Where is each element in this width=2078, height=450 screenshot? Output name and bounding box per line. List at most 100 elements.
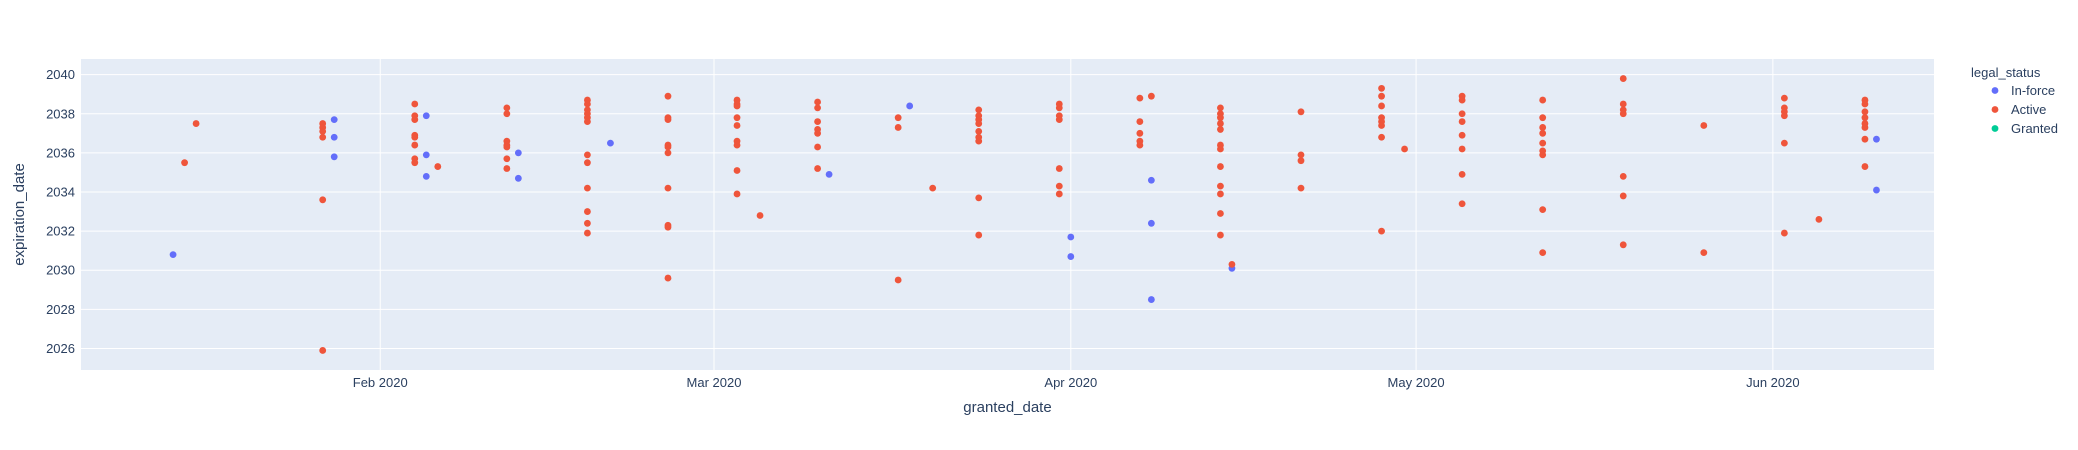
data-point-active [1700,122,1707,129]
data-point-active [503,165,510,172]
data-point-active [584,185,591,192]
data-point-in-force [331,116,338,123]
data-point-active [1148,93,1155,100]
data-point-active [181,159,188,166]
data-point-active [1378,93,1385,100]
data-point-active [434,163,441,170]
data-point-in-force [1067,253,1074,260]
data-point-active [1539,151,1546,158]
data-point-active [503,144,510,151]
data-point-active [1056,116,1063,123]
data-point-active [734,114,741,121]
data-point-active [665,144,672,151]
data-point-active [1298,108,1305,115]
data-point-active [319,128,326,135]
data-point-active [503,104,510,111]
data-point-active [1862,101,1869,108]
y-axis-title: expiration_date [11,163,28,266]
data-point-active [734,167,741,174]
data-point-active [584,208,591,215]
data-point-in-force [906,103,913,110]
data-point-in-force [170,251,177,258]
data-point-in-force [607,140,614,147]
legend-marker [1992,87,1999,94]
data-point-active [1620,241,1627,248]
data-point-active [1459,200,1466,207]
data-point-active [665,224,672,231]
data-point-active [734,142,741,149]
y-tick-label: 2036 [46,145,75,160]
data-point-active [734,122,741,129]
data-point-active [895,114,902,121]
data-point-active [584,230,591,237]
data-point-active [1136,118,1143,125]
data-point-active [1459,97,1466,104]
data-point-active [665,116,672,123]
data-point-active [734,103,741,110]
data-point-in-force [515,149,522,156]
data-point-active [975,138,982,145]
data-point-active [1781,95,1788,102]
plot-background [81,59,1934,370]
data-point-active [814,144,821,151]
data-point-active [975,194,982,201]
data-point-active [1781,230,1788,237]
data-point-in-force [1873,187,1880,194]
data-point-active [584,151,591,158]
data-point-active [1378,85,1385,92]
data-point-active [665,185,672,192]
data-point-active [319,347,326,354]
data-point-active [975,106,982,113]
data-point-active [814,165,821,172]
data-point-active [665,149,672,156]
data-point-active [503,110,510,117]
data-point-active [1620,75,1627,82]
data-point-in-force [423,112,430,119]
data-point-active [411,101,418,108]
legend-item-active[interactable]: Active [1992,102,2047,117]
data-point-in-force [1148,296,1155,303]
data-point-active [1459,146,1466,153]
data-point-active [1620,101,1627,108]
data-point-in-force [1148,220,1155,227]
data-point-active [814,118,821,125]
data-point-active [411,116,418,123]
data-point-active [1539,114,1546,121]
data-point-active [1539,130,1546,137]
data-point-active [584,220,591,227]
x-tick-label: Apr 2020 [1044,375,1097,390]
data-point-active [1229,261,1236,268]
data-point-in-force [826,171,833,178]
data-point-active [1217,210,1224,217]
data-point-active [665,275,672,282]
x-tick-label: May 2020 [1388,375,1445,390]
data-point-active [1217,104,1224,111]
data-point-in-force [1067,234,1074,241]
legend-title: legal_status [1971,65,2041,80]
data-point-active [1862,136,1869,143]
legend-item-granted[interactable]: Granted [1992,121,2058,136]
data-point-active [1056,104,1063,111]
data-point-active [1620,193,1627,200]
y-tick-label: 2034 [46,185,75,200]
x-tick-label: Feb 2020 [353,375,408,390]
data-point-active [1217,183,1224,190]
y-tick-label: 2028 [46,302,75,317]
legend-item-in-force[interactable]: In-force [1992,83,2055,98]
data-point-active [1217,163,1224,170]
data-point-active [1539,140,1546,147]
data-point-active [975,232,982,239]
data-point-active [1620,110,1627,117]
data-point-active [1378,134,1385,141]
y-tick-label: 2040 [46,67,75,82]
data-point-active [411,134,418,141]
data-point-active [1816,216,1823,223]
data-point-active [757,212,764,219]
data-point-active [1781,112,1788,119]
x-axis-title: granted_date [963,399,1051,416]
y-tick-label: 2030 [46,263,75,278]
y-tick-label: 2026 [46,341,75,356]
legend-label: Granted [2011,121,2058,136]
data-point-in-force [331,134,338,141]
